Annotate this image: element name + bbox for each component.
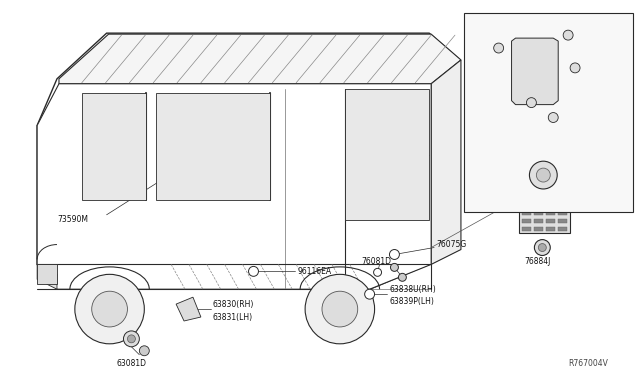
Text: 63081D: 63081D bbox=[116, 359, 147, 368]
Bar bbox=[558, 187, 567, 191]
Bar bbox=[547, 219, 556, 223]
Polygon shape bbox=[156, 93, 270, 200]
Bar bbox=[547, 195, 556, 199]
Bar bbox=[547, 211, 556, 215]
Text: 76896(LH): 76896(LH) bbox=[506, 93, 540, 100]
Text: 96116EA: 96116EA bbox=[297, 267, 332, 276]
Polygon shape bbox=[82, 93, 147, 200]
Circle shape bbox=[92, 291, 127, 327]
Bar bbox=[522, 171, 531, 175]
Polygon shape bbox=[37, 264, 57, 284]
Circle shape bbox=[390, 250, 399, 259]
Text: WITHOUT MUDGUARD: WITHOUT MUDGUARD bbox=[467, 136, 560, 145]
Circle shape bbox=[124, 331, 140, 347]
Bar bbox=[534, 171, 543, 175]
Bar bbox=[547, 187, 556, 191]
Text: 76075G: 76075G bbox=[580, 65, 608, 71]
Circle shape bbox=[75, 274, 145, 344]
Circle shape bbox=[374, 268, 381, 276]
Bar bbox=[547, 179, 556, 183]
Circle shape bbox=[536, 168, 550, 182]
Circle shape bbox=[248, 266, 259, 276]
Polygon shape bbox=[511, 38, 558, 105]
Text: 76081D: 76081D bbox=[551, 122, 579, 128]
Text: 76081P: 76081P bbox=[529, 197, 556, 203]
Bar bbox=[558, 171, 567, 175]
Circle shape bbox=[399, 273, 406, 281]
Text: R767004V: R767004V bbox=[568, 359, 608, 368]
Circle shape bbox=[529, 161, 557, 189]
Bar bbox=[534, 187, 543, 191]
Bar bbox=[534, 203, 543, 207]
Text: 63838U(RH): 63838U(RH) bbox=[390, 285, 436, 294]
Circle shape bbox=[305, 274, 374, 344]
Text: 63839P(LH): 63839P(LH) bbox=[390, 296, 435, 306]
Polygon shape bbox=[176, 297, 201, 321]
Text: 76805M: 76805M bbox=[500, 154, 531, 163]
Circle shape bbox=[322, 291, 358, 327]
Bar bbox=[547, 203, 556, 207]
Bar bbox=[558, 195, 567, 199]
Bar bbox=[534, 219, 543, 223]
Polygon shape bbox=[431, 60, 461, 264]
Bar bbox=[558, 227, 567, 231]
Bar bbox=[522, 219, 531, 223]
Text: 76081D: 76081D bbox=[467, 53, 495, 59]
Polygon shape bbox=[37, 264, 57, 289]
Bar bbox=[534, 211, 543, 215]
Bar bbox=[558, 203, 567, 207]
Circle shape bbox=[527, 98, 536, 108]
Text: 76884J: 76884J bbox=[524, 257, 551, 266]
Text: 76075G: 76075G bbox=[436, 240, 467, 249]
Bar bbox=[558, 219, 567, 223]
Bar bbox=[522, 179, 531, 183]
Circle shape bbox=[548, 113, 558, 122]
Polygon shape bbox=[37, 84, 431, 289]
Circle shape bbox=[570, 63, 580, 73]
Bar bbox=[534, 179, 543, 183]
Bar bbox=[522, 211, 531, 215]
Circle shape bbox=[365, 289, 374, 299]
Text: 63830(RH): 63830(RH) bbox=[213, 299, 254, 309]
Bar bbox=[522, 203, 531, 207]
Bar bbox=[518, 165, 570, 232]
Polygon shape bbox=[59, 34, 461, 84]
Bar bbox=[547, 227, 556, 231]
Bar bbox=[558, 179, 567, 183]
Circle shape bbox=[140, 346, 149, 356]
Bar bbox=[522, 187, 531, 191]
Circle shape bbox=[534, 240, 550, 256]
Circle shape bbox=[493, 43, 504, 53]
Text: 76075G: 76075G bbox=[580, 32, 608, 38]
Bar bbox=[534, 227, 543, 231]
Text: WITH MUDGUARD: WITH MUDGUARD bbox=[467, 19, 542, 28]
Bar bbox=[522, 195, 531, 199]
Circle shape bbox=[127, 335, 136, 343]
Circle shape bbox=[390, 263, 399, 271]
Text: 63831(LH): 63831(LH) bbox=[213, 312, 253, 321]
Bar bbox=[534, 195, 543, 199]
Bar bbox=[558, 211, 567, 215]
Text: 73590M: 73590M bbox=[57, 215, 88, 224]
Polygon shape bbox=[37, 33, 459, 289]
Text: 76081D: 76081D bbox=[362, 257, 392, 266]
Bar bbox=[547, 171, 556, 175]
Circle shape bbox=[538, 244, 547, 251]
Polygon shape bbox=[345, 89, 429, 220]
Text: 76895(RH): 76895(RH) bbox=[506, 84, 541, 91]
Circle shape bbox=[563, 30, 573, 40]
Bar bbox=[522, 227, 531, 231]
Bar bbox=[464, 13, 633, 212]
